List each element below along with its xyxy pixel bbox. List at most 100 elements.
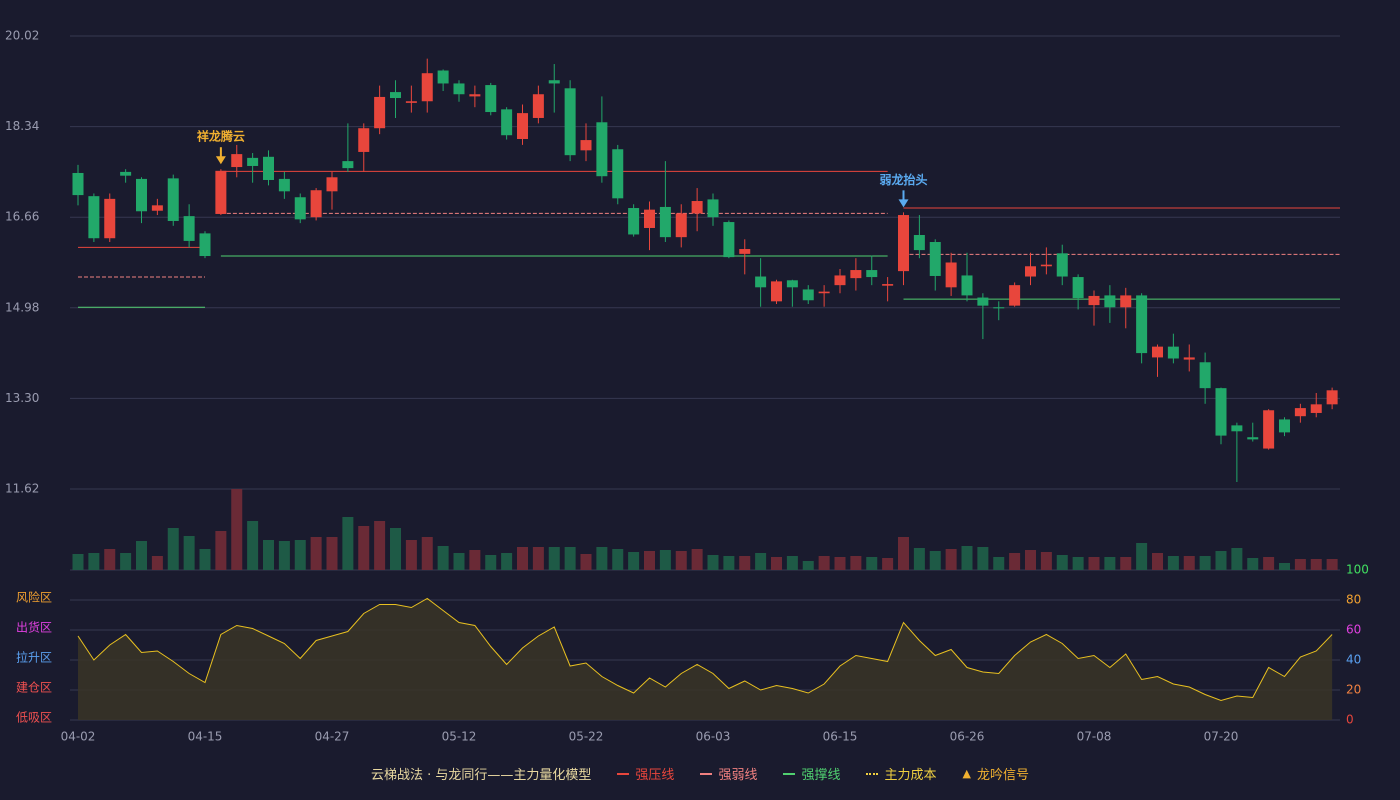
volume-bar xyxy=(469,550,481,570)
candle-body xyxy=(1199,362,1211,389)
candle-body xyxy=(405,101,417,103)
candle-body xyxy=(977,297,989,306)
candle-body xyxy=(564,88,576,156)
volume-bar xyxy=(898,537,909,570)
volume-bar xyxy=(580,554,592,570)
volume-bar xyxy=(294,540,306,570)
candle-body xyxy=(120,171,132,176)
candle-body xyxy=(802,289,814,301)
candle-body xyxy=(675,213,687,238)
legend-item[interactable]: 强压线 xyxy=(617,764,674,783)
candle-body xyxy=(882,284,894,286)
legend-label: 龙吟信号 xyxy=(976,768,1029,783)
x-tick-label: 05-22 xyxy=(569,730,604,744)
osc-tick-label: 40 xyxy=(1346,653,1361,667)
candle-body xyxy=(532,94,544,118)
candle-body xyxy=(644,209,655,228)
volume-bar xyxy=(675,551,687,570)
candle-body xyxy=(390,92,401,99)
legend-title: 云梯战法 · 与龙同行——主力量化模型 xyxy=(371,768,592,783)
legend-item[interactable]: 强撑线 xyxy=(783,764,840,783)
chart: 20.02 18.34 16.66 14.98 13.30 11.62 0 20 40 60 80 1… xyxy=(5,29,1369,744)
osc-area xyxy=(78,598,1333,720)
legend-label: 强撑线 xyxy=(801,768,841,783)
x-tick-label: 07-08 xyxy=(1077,730,1112,744)
volume-bar xyxy=(1263,557,1275,570)
candle-body xyxy=(1279,419,1290,433)
x-tick-label: 05-12 xyxy=(442,730,477,744)
osc-tick-label: 20 xyxy=(1346,683,1361,697)
candle-body xyxy=(501,109,513,136)
volume-bar xyxy=(691,549,703,570)
candle-body xyxy=(469,94,481,97)
volume-bar xyxy=(1231,548,1243,570)
volume-bar xyxy=(818,556,830,570)
volume-bar xyxy=(755,553,767,570)
osc-tick-label: 0 xyxy=(1346,713,1354,727)
candle-body xyxy=(358,128,370,152)
candle-body xyxy=(1326,390,1338,405)
volume-bar xyxy=(786,556,798,570)
y-tick-label: 20.02 xyxy=(5,29,39,43)
zone-label: 建仓区 xyxy=(16,681,52,695)
volume-bar xyxy=(1104,557,1116,570)
candle-body xyxy=(834,275,846,286)
volume-bar xyxy=(1199,556,1211,570)
zone-label: 低吸区 xyxy=(16,711,52,725)
candle-body xyxy=(1152,346,1163,358)
volume-bar xyxy=(247,521,259,570)
volume-bar xyxy=(739,556,751,570)
volume-bar xyxy=(612,549,624,570)
y-tick-label: 11.62 xyxy=(5,482,39,496)
zone-label: 拉升区 xyxy=(16,650,52,665)
candle-body xyxy=(1104,295,1116,308)
volume-bar xyxy=(358,526,370,570)
candle-body xyxy=(1294,408,1306,417)
zone-label: 风险区 xyxy=(16,590,52,605)
volume-bar xyxy=(961,546,973,570)
signal-label: 弱龙抬头 xyxy=(879,172,927,187)
candle-body xyxy=(1040,264,1052,267)
legend-label: 强压线 xyxy=(635,768,675,783)
candle-body xyxy=(929,242,941,276)
candle-body xyxy=(263,156,274,180)
candle-body xyxy=(596,122,608,177)
volume-bar xyxy=(1310,559,1322,570)
legend-marker xyxy=(866,772,879,775)
volume-bar xyxy=(199,549,211,570)
legend-item[interactable]: ▲ 龙吟信号 xyxy=(962,764,1028,783)
candle-body xyxy=(294,197,306,220)
volume-bar xyxy=(548,547,560,570)
volume-bar xyxy=(1167,556,1179,570)
candle-body xyxy=(342,161,354,169)
candle-body xyxy=(1088,295,1100,306)
candle-body xyxy=(88,196,100,239)
volume-bar xyxy=(485,555,497,570)
volume-bar xyxy=(501,553,513,570)
volume-bar xyxy=(310,537,322,570)
volume-bar xyxy=(628,552,640,570)
candle-body xyxy=(1009,285,1021,306)
volume-bar xyxy=(72,554,84,570)
candle-body xyxy=(818,291,830,294)
candle-body xyxy=(517,113,528,140)
x-tick-label: 06-26 xyxy=(950,730,985,744)
volume-bar xyxy=(1247,558,1259,570)
candle-body xyxy=(1183,357,1195,360)
candle-body xyxy=(723,222,735,258)
volume-bar xyxy=(326,537,338,570)
legend-item[interactable]: 主力成本 xyxy=(866,764,936,783)
candle-body xyxy=(1231,425,1243,432)
candle-body xyxy=(215,170,227,214)
osc-tick-label: 100 xyxy=(1346,563,1369,577)
legend-item[interactable]: 强弱线 xyxy=(700,764,757,783)
candle-body xyxy=(247,157,259,166)
candle-body xyxy=(898,215,909,272)
candle-body xyxy=(612,149,624,199)
candle-body xyxy=(628,208,640,235)
volume-bar xyxy=(707,555,719,570)
volume-bar xyxy=(644,551,655,570)
legend-marker xyxy=(617,772,630,775)
volume-bar xyxy=(263,540,274,570)
legend: 云梯战法 · 与龙同行——主力量化模型 强压线 强弱线 强撑线 主力成本 ▲ 龙吟信号 xyxy=(0,764,1400,783)
